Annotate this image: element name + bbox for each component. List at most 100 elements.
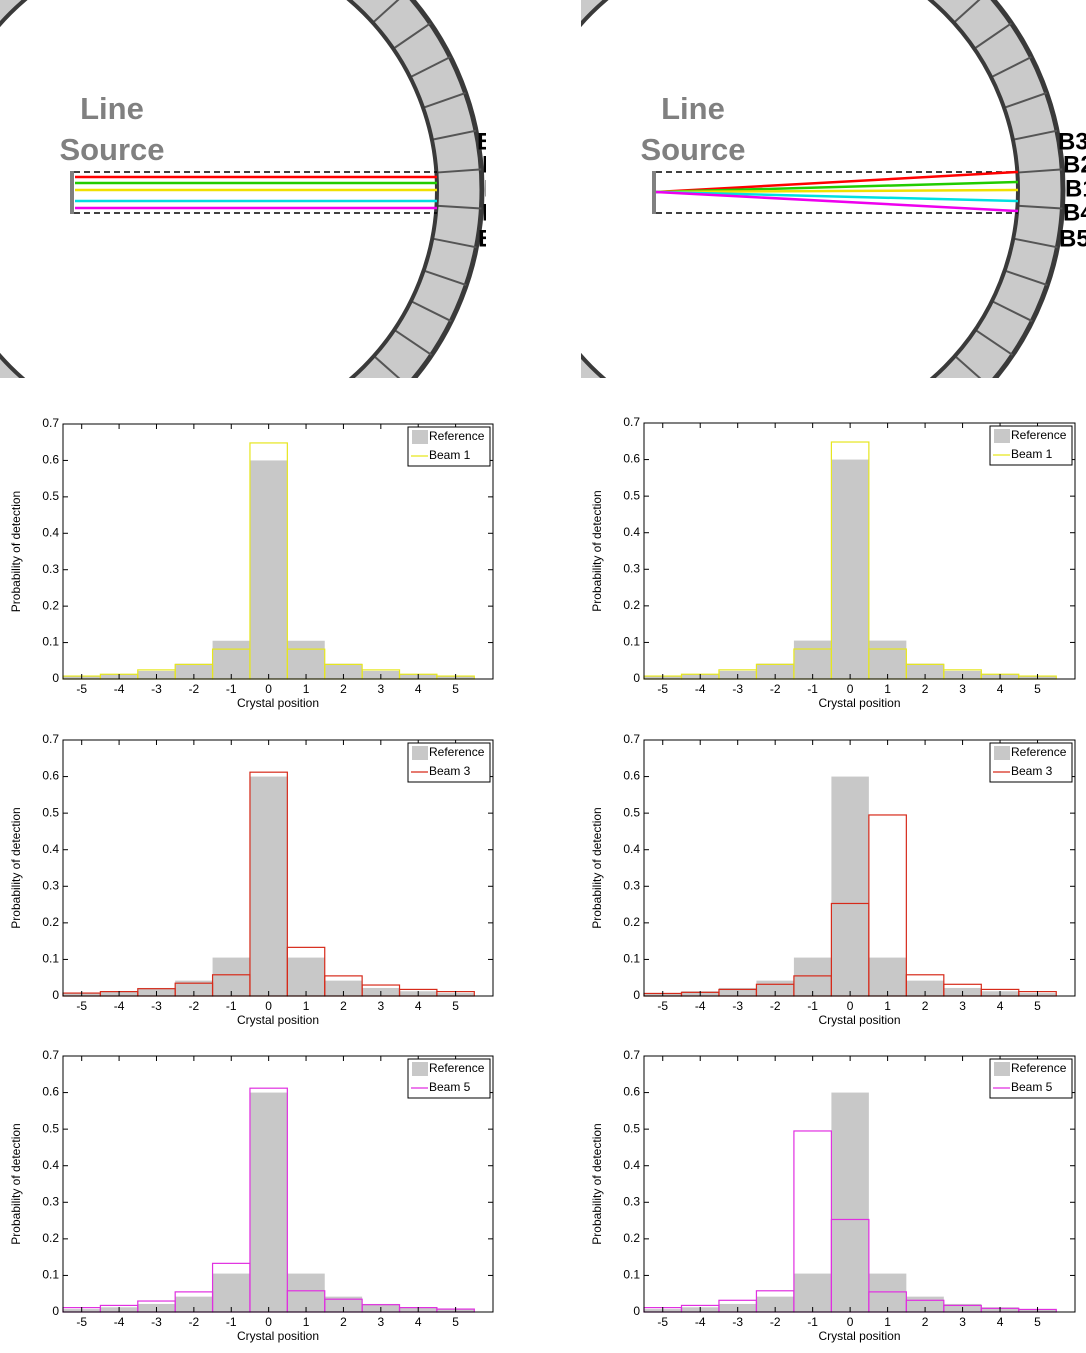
y-tick-label: 0.7	[42, 416, 59, 430]
y-tick-label: 0.5	[623, 1121, 640, 1135]
chart: 00.10.20.30.40.50.60.7-5-4-3-2-1012345Cr…	[9, 732, 493, 1027]
x-tick-label: 1	[884, 1315, 891, 1329]
x-tick-label: 5	[1034, 1315, 1041, 1329]
source-label: Line	[80, 91, 144, 126]
x-tick-label: 2	[340, 682, 347, 696]
y-tick-label: 0.4	[623, 525, 640, 539]
x-tick-label: -5	[657, 1315, 668, 1329]
x-tick-label: -5	[657, 682, 668, 696]
y-tick-label: 0.5	[42, 489, 59, 503]
y-axis-label: Probability of detection	[590, 807, 604, 928]
bar	[250, 460, 287, 679]
bar	[869, 958, 906, 996]
y-tick-label: 0.4	[42, 842, 59, 856]
x-tick-label: -5	[76, 1315, 87, 1329]
x-tick-label: 0	[265, 682, 272, 696]
bar	[250, 1093, 287, 1312]
x-tick-label: -3	[732, 999, 743, 1013]
beam-label: B5	[1059, 225, 1086, 252]
source-label: Source	[640, 132, 745, 167]
y-tick-label: 0.4	[42, 1158, 59, 1172]
y-tick-label: 0.1	[42, 635, 59, 649]
crystal-divider	[813, 436, 821, 480]
legend-label: Reference	[1011, 1061, 1067, 1075]
x-tick-label: -4	[114, 682, 125, 696]
x-tick-label: 1	[884, 682, 891, 696]
x-tick-label: -2	[770, 999, 781, 1013]
x-tick-label: -2	[770, 1315, 781, 1329]
x-tick-label: -3	[732, 682, 743, 696]
y-axis-label: Probability of detection	[9, 491, 23, 612]
x-tick-label: 3	[959, 999, 966, 1013]
y-tick-label: 0.1	[623, 952, 640, 966]
x-tick-label: -5	[76, 682, 87, 696]
crystal-divider	[931, 379, 960, 413]
x-tick-label: -4	[114, 999, 125, 1013]
y-tick-label: 0.5	[42, 1121, 59, 1135]
beam-label: B2	[1063, 151, 1086, 178]
x-tick-label: 1	[303, 682, 310, 696]
bar	[794, 958, 831, 996]
y-tick-label: 0.3	[42, 878, 59, 892]
legend-label: Beam 3	[1011, 764, 1053, 778]
legend: Reference Beam 5	[990, 1059, 1072, 1098]
x-tick-label: 5	[452, 682, 459, 696]
source-label: Source	[59, 132, 164, 167]
y-tick-label: 0.6	[42, 1085, 59, 1099]
x-tick-label: 0	[847, 999, 854, 1013]
x-tick-label: -4	[695, 1315, 706, 1329]
x-tick-label: -4	[695, 682, 706, 696]
x-tick-label: -2	[770, 682, 781, 696]
legend-label: Reference	[429, 429, 485, 443]
figure: LineSourceB3B2B1B4B5LineSourceB3B2B1B4B5…	[0, 0, 1086, 1353]
y-tick-label: 0.5	[42, 805, 59, 819]
x-axis-label: Crystal position	[818, 1013, 900, 1027]
y-tick-label: 0.2	[42, 1231, 59, 1245]
x-tick-label: 1	[884, 999, 891, 1013]
y-tick-label: 0.1	[623, 635, 640, 649]
x-tick-label: 3	[959, 682, 966, 696]
x-tick-label: -3	[151, 1315, 162, 1329]
legend: ReferenceBeam 3	[990, 743, 1072, 782]
y-tick-label: 0.6	[623, 452, 640, 466]
y-tick-label: 0.7	[623, 732, 640, 746]
y-tick-label: 0.6	[623, 1085, 640, 1099]
bar	[213, 1274, 250, 1312]
x-tick-label: 4	[997, 999, 1004, 1013]
legend-label: Beam 3	[429, 764, 471, 778]
source-label: Line	[661, 91, 725, 126]
y-axis-label: Probability of detection	[9, 1123, 23, 1244]
x-tick-label: -1	[226, 682, 237, 696]
crystal-divider	[905, 399, 930, 437]
y-tick-label: 0	[633, 671, 640, 685]
x-tick-label: 5	[1034, 999, 1041, 1013]
bar	[213, 958, 250, 996]
x-tick-label: 4	[415, 1315, 422, 1329]
chart: 00.10.20.30.40.50.60.7-5-4-3-2-1012345Cr…	[590, 415, 1075, 710]
beam-label: B1	[1065, 175, 1086, 202]
legend-label: Beam 5	[1011, 1080, 1053, 1094]
x-tick-label: -5	[657, 999, 668, 1013]
y-tick-label: 0.1	[623, 1268, 640, 1282]
beam-label: B4	[1063, 199, 1086, 226]
x-tick-label: -2	[189, 682, 200, 696]
y-tick-label: 0.4	[42, 525, 59, 539]
x-tick-label: 0	[847, 1315, 854, 1329]
x-tick-label: 5	[452, 999, 459, 1013]
y-tick-label: 0	[633, 988, 640, 1002]
x-tick-label: 2	[922, 1315, 929, 1329]
y-tick-label: 0.5	[623, 805, 640, 819]
bar	[287, 958, 324, 996]
crystal-divider	[232, 436, 240, 480]
x-axis-label: Crystal position	[818, 1329, 900, 1343]
y-tick-label: 0.6	[623, 769, 640, 783]
crystal-divider	[350, 379, 379, 413]
bar	[250, 777, 287, 996]
x-axis-label: Crystal position	[818, 696, 900, 710]
bar	[831, 460, 868, 679]
